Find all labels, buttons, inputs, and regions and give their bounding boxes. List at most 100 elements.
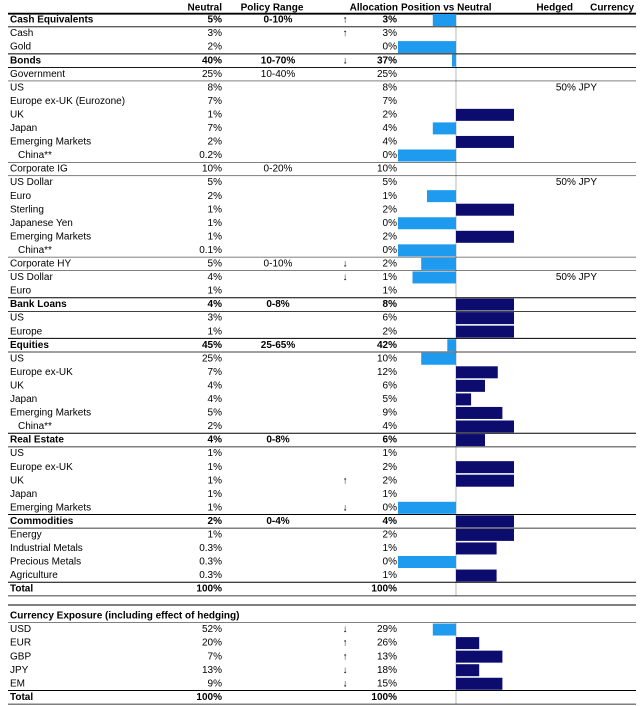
allocation: 12% — [377, 367, 397, 378]
position-bar — [456, 325, 514, 338]
allocation: 25% — [377, 69, 397, 80]
allocation: 4% — [383, 516, 398, 527]
neutral: 4% — [208, 272, 223, 283]
neutral: 2% — [208, 137, 223, 148]
allocation: 15% — [377, 678, 397, 689]
position-bar — [456, 528, 514, 541]
neutral: 1% — [208, 462, 223, 473]
neutral: 1% — [208, 502, 223, 513]
neutral: 4% — [208, 299, 223, 310]
neutral: 5% — [208, 177, 223, 188]
row-label: Commodities — [10, 516, 74, 527]
policy-range: 0-8% — [266, 299, 289, 310]
allocation: 10% — [377, 353, 397, 364]
neutral: 10% — [202, 164, 222, 175]
allocation: 5% — [383, 177, 398, 188]
arrow: ↓ — [343, 55, 348, 66]
row-label: China** — [18, 421, 52, 432]
header-range: Policy Range — [241, 3, 304, 14]
row-label: Industrial Metals — [10, 543, 83, 554]
row-label: US Dollar — [10, 272, 53, 283]
position-bar — [421, 257, 456, 270]
position-bar — [456, 230, 514, 243]
position-bar — [432, 122, 456, 135]
allocation: 0% — [383, 150, 398, 161]
allocation: 6% — [383, 435, 398, 446]
allocation: 2% — [383, 204, 398, 215]
row-label: Euro — [10, 286, 32, 297]
allocation: 9% — [383, 408, 398, 419]
neutral: 0.3% — [199, 543, 222, 554]
position-bar — [456, 542, 497, 555]
neutral: 40% — [202, 55, 222, 66]
position-bar — [398, 149, 456, 162]
allocation: 1% — [383, 286, 398, 297]
allocation: 4% — [383, 421, 398, 432]
row-label: China** — [18, 245, 52, 256]
position-bar — [456, 379, 485, 392]
row-label: Bonds — [10, 55, 42, 66]
allocation: 0% — [383, 42, 398, 53]
row-label: US — [10, 313, 24, 324]
allocation: 100% — [371, 584, 397, 595]
allocation: 0% — [383, 502, 398, 513]
position-bar — [456, 650, 503, 663]
allocation: 8% — [383, 299, 398, 310]
policy-range: 10-70% — [261, 55, 296, 66]
neutral: 1% — [208, 326, 223, 337]
neutral: 1% — [208, 204, 223, 215]
allocation: 10% — [377, 164, 397, 175]
row-label: US Dollar — [10, 177, 53, 188]
neutral: 20% — [202, 638, 222, 649]
allocation: 2% — [383, 475, 398, 486]
row-label: Corporate HY — [10, 259, 71, 270]
neutral: 5% — [208, 408, 223, 419]
neutral: 0.2% — [199, 150, 222, 161]
neutral: 4% — [208, 394, 223, 405]
allocation: 6% — [383, 313, 398, 324]
position-bar — [456, 461, 514, 474]
position-bar — [456, 434, 485, 447]
row-label: EM — [10, 678, 25, 689]
allocation: 2% — [383, 530, 398, 541]
row-label: UK — [10, 109, 24, 120]
position-bar — [456, 569, 497, 582]
position-bar — [456, 393, 472, 406]
neutral: 1% — [208, 231, 223, 242]
row-label: Real Estate — [10, 435, 64, 446]
position-bar — [432, 623, 456, 636]
neutral: 100% — [196, 692, 222, 703]
arrow: ↓ — [343, 624, 348, 635]
position-bar — [427, 190, 456, 203]
position-bar — [456, 474, 514, 487]
header-currency: Currency — [590, 3, 634, 14]
position-bar — [456, 312, 514, 325]
neutral: 1% — [208, 475, 223, 486]
neutral: 7% — [208, 96, 223, 107]
allocation: 0% — [383, 218, 398, 229]
arrow: ↑ — [343, 651, 348, 662]
row-label: Agriculture — [10, 570, 58, 581]
allocation: 13% — [377, 651, 397, 662]
neutral: 9% — [208, 678, 223, 689]
neutral: 1% — [208, 286, 223, 297]
position-bar — [456, 298, 514, 311]
allocation: 1% — [383, 448, 398, 459]
policy-range: 0-4% — [266, 516, 289, 527]
position-bar — [456, 677, 503, 690]
row-label: Japan — [10, 489, 37, 500]
neutral: 1% — [208, 448, 223, 459]
position-bar — [432, 14, 456, 26]
neutral: 100% — [196, 584, 222, 595]
row-label: Total — [10, 692, 33, 703]
header-hedged: Hedged — [536, 3, 573, 14]
allocation: 18% — [377, 665, 397, 676]
position-bar — [398, 217, 456, 230]
arrow: ↑ — [343, 15, 348, 26]
allocation: 0% — [383, 557, 398, 568]
neutral: 2% — [208, 421, 223, 432]
neutral: 52% — [202, 624, 222, 635]
position-bar — [456, 637, 480, 650]
policy-range: 10-40% — [261, 69, 296, 80]
allocation: 1% — [383, 191, 398, 202]
